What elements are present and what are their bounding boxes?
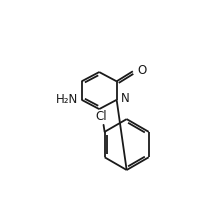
Text: O: O: [137, 65, 146, 78]
Text: N: N: [121, 92, 130, 105]
Text: H₂N: H₂N: [56, 93, 78, 106]
Text: Cl: Cl: [95, 110, 107, 122]
